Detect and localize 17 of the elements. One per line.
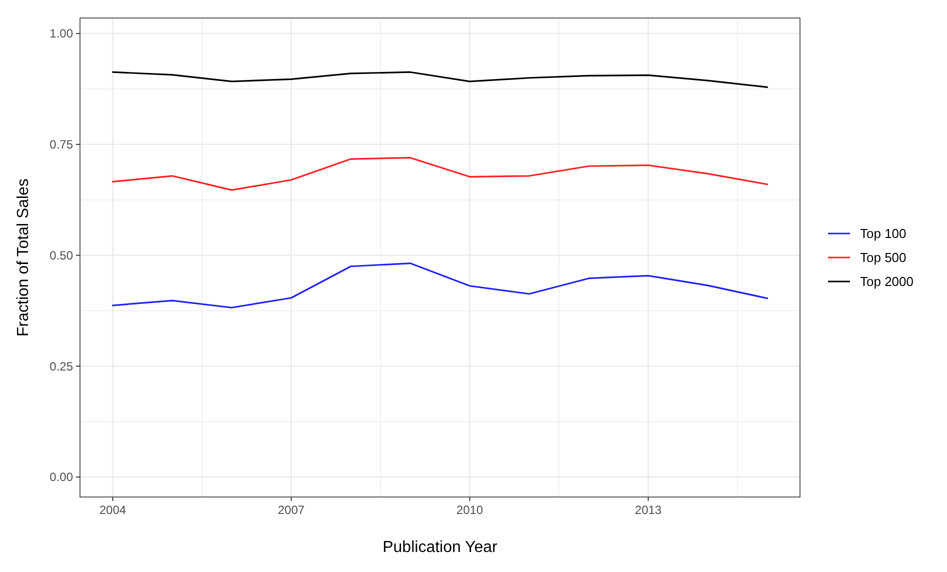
x-tick-label: 2007: [278, 503, 305, 517]
y-tick-label: 0.75: [50, 138, 74, 152]
line-series: [112, 71, 768, 88]
legend-label: Top 2000: [860, 274, 914, 290]
line-series: [112, 156, 768, 191]
line-series: [112, 262, 768, 308]
legend-label: Top 500: [860, 250, 906, 266]
x-tick-label: 2013: [634, 503, 662, 517]
x-axis-title: Publication Year: [382, 539, 498, 556]
y-tick-label: 0.00: [50, 470, 74, 484]
y-tick-label: 1.00: [50, 26, 74, 41]
legend-label: Top 100: [860, 226, 906, 242]
y-tick-label: 0.25: [50, 359, 74, 374]
x-tick-label: 2004: [99, 503, 126, 517]
x-tick-label: 2010: [456, 503, 484, 517]
y-tick-label: 0.50: [50, 248, 74, 262]
y-axis-title: Fraction of Total Sales: [15, 178, 32, 337]
